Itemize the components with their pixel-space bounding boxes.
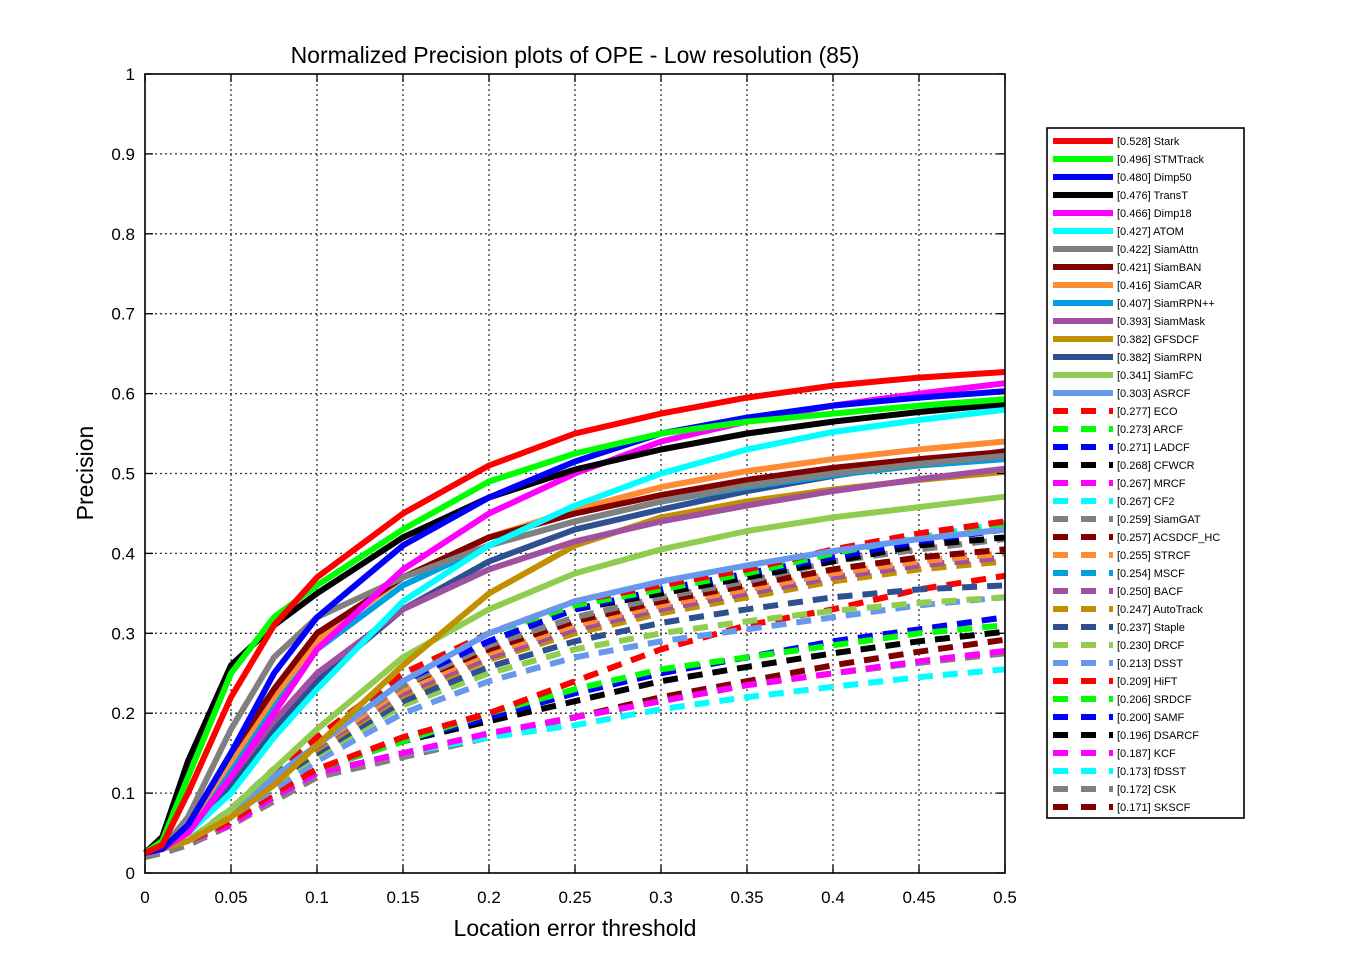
x-tick-label: 0.05 [214,888,247,907]
chart-title: Normalized Precision plots of OPE - Low … [291,42,860,68]
legend-label: [0.427] ATOM [1117,226,1184,238]
legend-label: [0.466] Dimp18 [1117,208,1192,220]
legend-label: [0.341] SiamFC [1117,370,1193,382]
series-layer [142,369,1006,860]
legend-label: [0.273] ARCF [1117,424,1183,436]
y-tick-label: 0.4 [111,544,135,563]
legend-label: [0.416] SiamCAR [1117,280,1202,292]
legend-label: [0.213] DSST [1117,658,1183,670]
series-line-dimp50 [144,388,1006,856]
legend-box [1046,127,1245,819]
legend-label: [0.476] TransT [1117,190,1188,202]
x-tick-label: 0.25 [558,888,591,907]
legend-label: [0.172] CSK [1117,784,1177,796]
series-line-stark [143,369,1006,856]
legend-label: [0.422] SiamAttn [1117,244,1198,256]
x-tick-label: 0.5 [993,888,1017,907]
legend: [0.528] Stark [0.496] STMTrack [0.480] Dim… [1046,127,1245,819]
x-tick-label: 0.2 [477,888,501,907]
x-axis-label: Location error threshold [454,915,697,941]
series-line-transt [142,401,1006,856]
legend-label: [0.257] ACSDCF_HC [1117,532,1220,544]
y-tick-label: 0.8 [111,225,135,244]
legend-label: [0.173] fDSST [1117,766,1186,778]
legend-label: [0.206] SRDCF [1117,694,1192,706]
legend-label: [0.209] HiFT [1117,676,1178,688]
legend-label: [0.407] SiamRPN++ [1117,298,1215,310]
y-tick-label: 0.9 [111,145,135,164]
legend-label: [0.187] KCF [1117,748,1176,760]
legend-label: [0.382] GFSDCF [1117,334,1199,346]
legend-label: [0.528] Stark [1117,136,1180,148]
legend-label: [0.480] Dimp50 [1117,172,1192,184]
x-tick-label: 0.15 [386,888,419,907]
x-tick-label: 0.1 [305,888,329,907]
legend-label: [0.259] SiamGAT [1117,514,1201,526]
y-tick-label: 0.5 [111,465,135,484]
y-tick-label: 0.3 [111,624,135,643]
y-tick-label: 0 [126,864,135,883]
legend-label: [0.382] SiamRPN [1117,352,1202,364]
legend-label: [0.255] STRCF [1117,550,1191,562]
series-line-stmtrack [143,396,1006,856]
legend-label: [0.247] AutoTrack [1117,604,1203,616]
x-tick-label: 0.3 [649,888,673,907]
legend-label: [0.421] SiamBAN [1117,262,1201,274]
series-line-siamattn [144,452,1006,856]
legend-label: [0.230] DRCF [1117,640,1185,652]
legend-label: [0.496] STMTrack [1117,154,1205,166]
legend-label: [0.254] MSCF [1117,568,1185,580]
legend-label: [0.237] Staple [1117,622,1185,634]
legend-label: [0.303] ASRCF [1117,388,1191,400]
grid [145,74,1005,873]
x-tick-label: 0 [140,888,149,907]
x-tick-label: 0.35 [730,888,763,907]
x-tick-label: 0.45 [902,888,935,907]
legend-label: [0.267] CF2 [1117,496,1174,508]
legend-label: [0.171] SKSCF [1117,802,1191,814]
y-tick-label: 0.6 [111,385,135,404]
legend-label: [0.200] SAMF [1117,712,1185,724]
legend-label: [0.268] CFWCR [1117,460,1195,472]
legend-label: [0.393] SiamMask [1117,316,1206,328]
legend-label: [0.267] MRCF [1117,478,1186,490]
y-axis-label: Precision [72,426,98,521]
legend-label: [0.271] LADCF [1117,442,1190,454]
y-tick-label: 0.2 [111,704,135,723]
legend-label: [0.277] ECO [1117,406,1178,418]
x-tick-label: 0.4 [821,888,845,907]
legend-label: [0.250] BACF [1117,586,1183,598]
y-tick-label: 1 [126,65,135,84]
legend-label: [0.196] DSARCF [1117,730,1199,742]
y-tick-label: 0.1 [111,784,135,803]
axis-ticks: 0 0.05 0.1 0.15 0.2 0.25 0.3 0.35 0.4 0.45 0.5 0 0.1… [111,65,1016,907]
y-tick-label: 0.7 [111,305,135,324]
